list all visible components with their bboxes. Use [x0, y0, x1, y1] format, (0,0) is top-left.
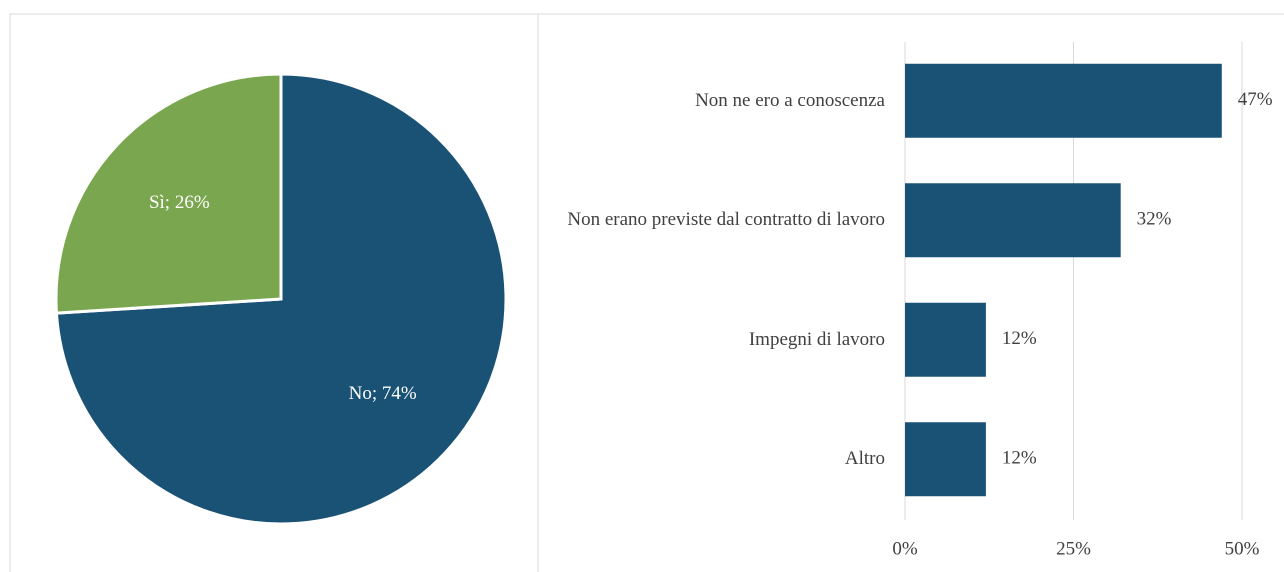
bar	[905, 183, 1121, 258]
bar	[905, 302, 986, 377]
data-label: 32%	[1137, 209, 1172, 230]
category-label: Impegni di lavoro	[748, 328, 885, 350]
data-label: 12%	[1002, 328, 1037, 349]
bar	[905, 63, 1222, 138]
category-label: Altro	[844, 448, 885, 470]
pie-slice	[54, 72, 283, 315]
data-label: No; 74%	[349, 383, 417, 404]
x-tick-label: 0%	[892, 538, 918, 559]
bar	[905, 422, 986, 497]
x-tick-label: 25%	[1056, 538, 1091, 559]
data-label: 12%	[1002, 448, 1037, 469]
category-label: Non ne ero a conoscenza	[695, 89, 885, 111]
category-label: Non erano previste dal contratto di lavo…	[567, 209, 885, 231]
x-tick-label: 50%	[1225, 538, 1260, 559]
data-label: 47%	[1238, 89, 1273, 110]
bar-frame	[537, 13, 1284, 572]
data-label: Sì; 26%	[149, 192, 210, 213]
